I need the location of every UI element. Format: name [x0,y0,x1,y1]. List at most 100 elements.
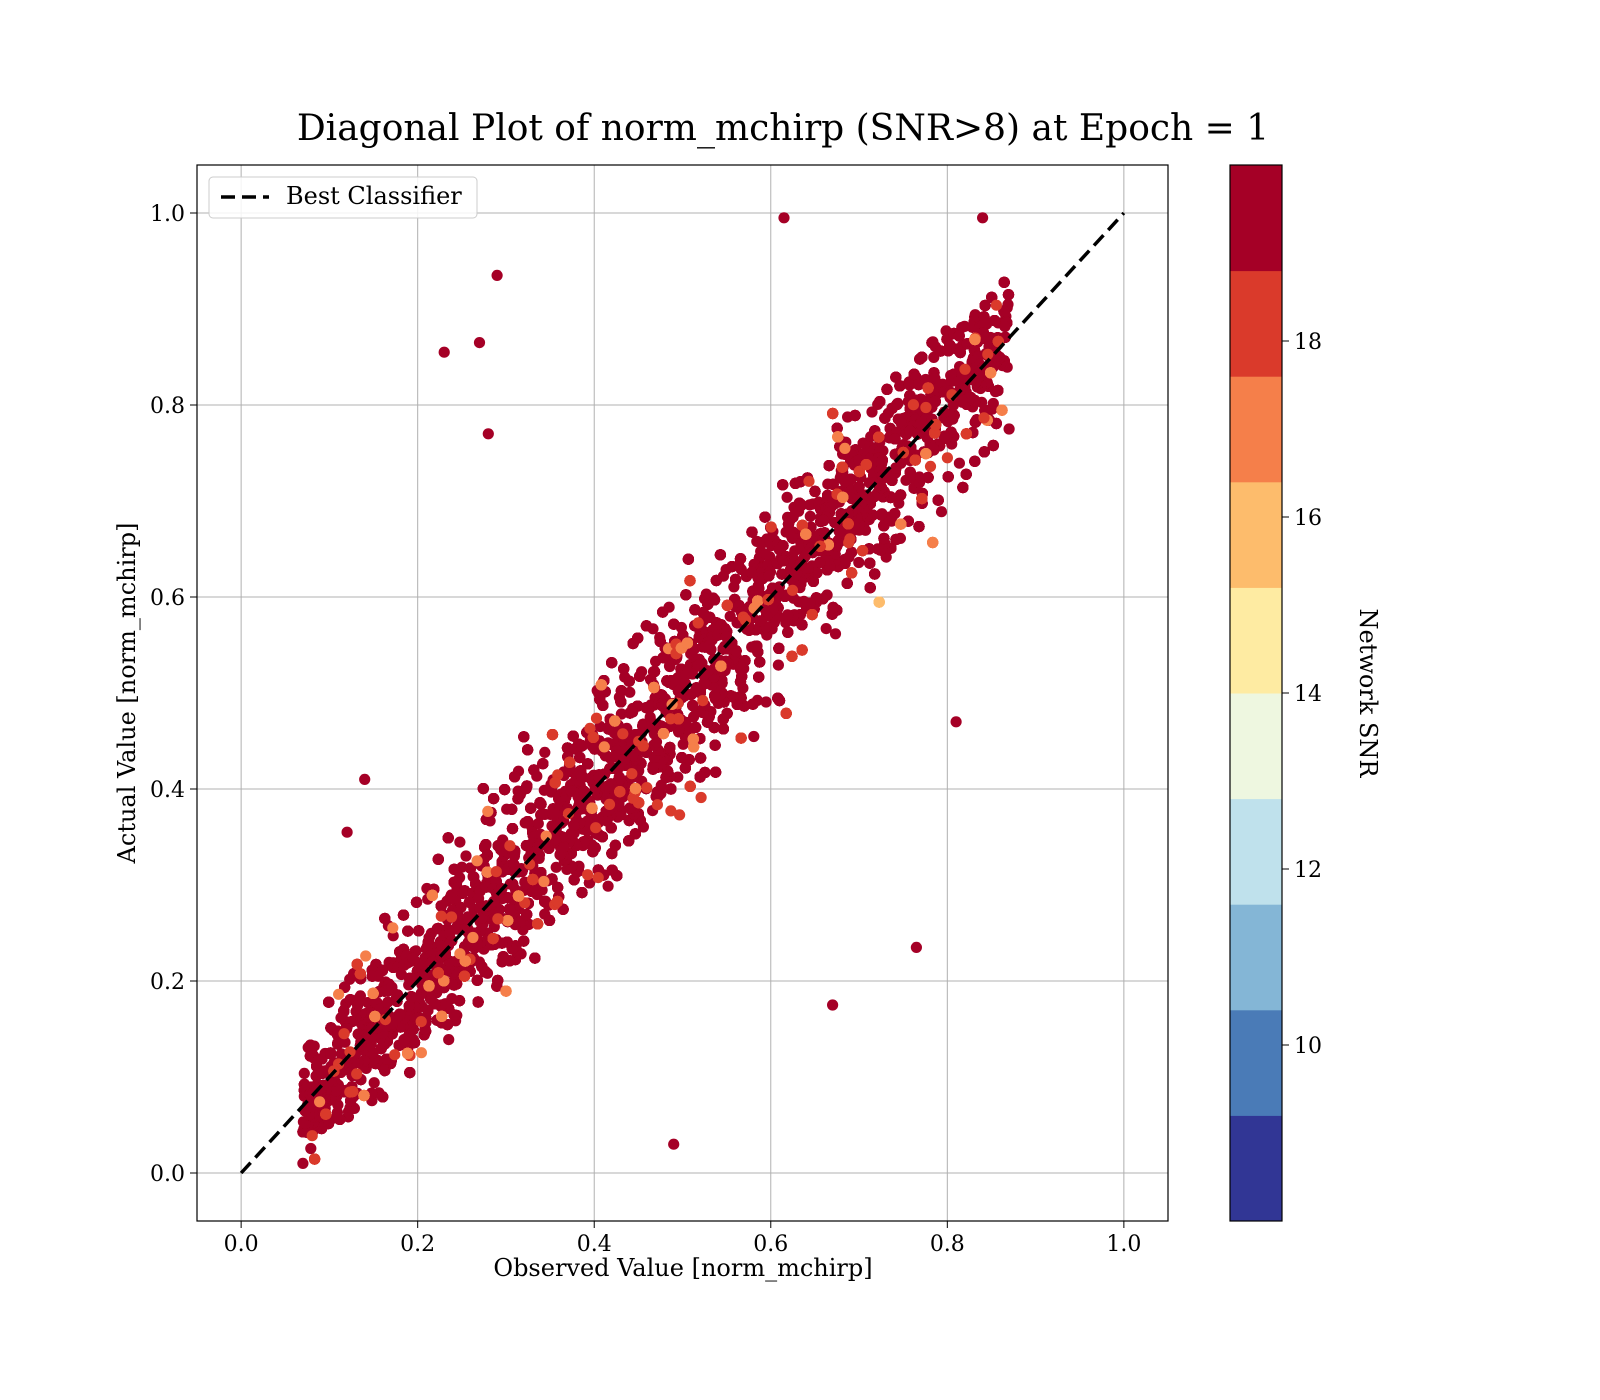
data-point [410,896,423,908]
data-point [694,771,706,783]
data-point [753,671,765,683]
data-point [522,744,534,756]
data-point [539,746,551,759]
data-point [960,468,972,480]
data-point [404,1067,416,1079]
data-point [916,351,928,363]
data-point [754,656,766,668]
data-point [895,489,907,501]
data-point [777,479,789,491]
data-point [499,784,511,796]
data-point [695,752,707,764]
data-point [609,839,622,852]
data-point [305,1142,317,1155]
data-point [597,699,609,712]
scatter-points [297,212,1015,1169]
data-point [879,412,891,424]
data-point [663,601,675,613]
data-point [368,1077,380,1089]
data-point [969,455,981,467]
data-point [442,832,454,844]
data-point [721,707,733,720]
data-point [443,1034,455,1046]
data-point [708,594,721,606]
data-point [492,974,504,987]
data-point [869,568,881,580]
data-point [881,383,893,395]
data-point [497,951,509,963]
data-point [709,739,721,751]
data-point [484,815,496,827]
data-point [913,521,925,533]
data-point [413,925,425,937]
data-point [323,996,335,1008]
data-point [525,802,537,814]
data-point [676,752,688,764]
data-point [488,793,500,805]
data-point [460,850,472,862]
data-point [710,766,722,778]
data-point [512,793,524,805]
data-point [864,557,876,569]
data-point [535,798,547,810]
data-point [398,1034,410,1046]
chart-title: Diagonal Plot of norm_mchirp (SNR>8) at … [297,108,1269,149]
data-point [520,782,532,795]
data-point [781,491,793,503]
data-point [682,553,695,565]
data-point [987,439,999,452]
data-point [935,506,948,518]
data-point [809,485,821,497]
data-point [804,510,816,522]
data-point [841,577,853,590]
data-point [864,582,876,594]
data-point [717,570,730,582]
data-point [615,696,627,708]
data-point [397,909,410,921]
data-point [557,903,569,915]
data-point [892,397,904,409]
data-point [472,996,484,1008]
data-point [998,276,1010,288]
data-point [823,460,835,472]
data-point [308,1040,320,1052]
data-point [664,660,676,673]
data-point [477,783,489,795]
data-point [793,505,805,517]
data-point [506,823,519,835]
data-point [942,471,954,483]
data-point [606,657,618,669]
data-point [529,952,541,964]
data-point [602,880,614,892]
data-point [747,698,759,710]
data-point [623,835,635,847]
data-point [664,741,676,754]
data-point [953,330,965,342]
data-point [772,692,784,704]
data-point [932,494,944,506]
data-point [454,836,466,848]
data-point [782,626,794,638]
data-point [680,589,692,601]
data-point [839,553,851,566]
data-point [782,609,794,621]
data-point [773,642,785,655]
data-point [402,925,414,937]
data-point [746,526,758,538]
data-point [853,556,865,569]
data-point [626,706,639,718]
data-point [618,663,630,675]
data-point [714,549,727,561]
data-point [1002,289,1015,301]
data-point [508,771,521,783]
data-point [634,670,646,682]
data-point [728,581,740,593]
data-point [629,828,642,840]
data-point [537,758,549,770]
data-point [576,887,588,899]
data-point [849,409,861,422]
data-point [979,299,991,312]
data-point [518,731,530,743]
data-point [623,675,635,687]
